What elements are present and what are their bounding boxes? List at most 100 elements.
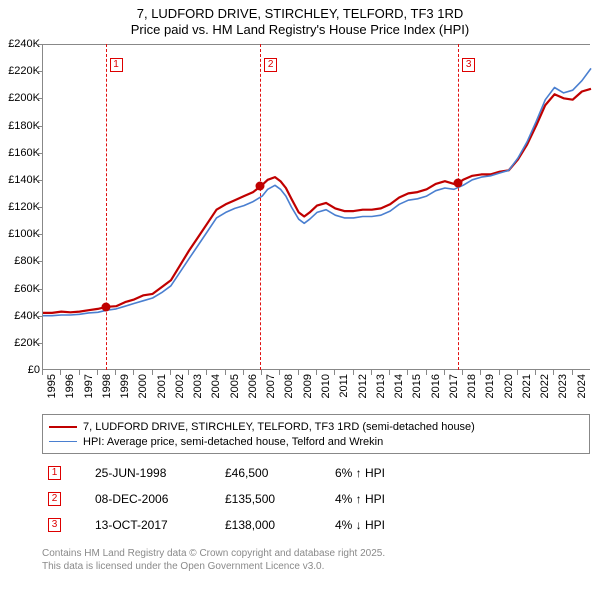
sale-marker-dot bbox=[454, 178, 463, 187]
legend: 7, LUDFORD DRIVE, STIRCHLEY, TELFORD, TF… bbox=[42, 414, 590, 454]
x-tick-mark bbox=[517, 370, 518, 375]
x-tick-label: 2006 bbox=[247, 374, 259, 398]
legend-row: 7, LUDFORD DRIVE, STIRCHLEY, TELFORD, TF… bbox=[49, 419, 583, 434]
event-price: £46,500 bbox=[225, 466, 335, 480]
x-tick-mark bbox=[426, 370, 427, 375]
event-row: 125-JUN-1998£46,5006% ↑ HPI bbox=[42, 460, 590, 486]
y-tick-mark bbox=[37, 180, 42, 181]
x-tick-label: 2009 bbox=[302, 374, 314, 398]
x-tick-mark bbox=[572, 370, 573, 375]
x-tick-label: 1998 bbox=[101, 374, 113, 398]
x-tick-mark bbox=[115, 370, 116, 375]
x-tick-label: 2024 bbox=[576, 374, 588, 398]
y-tick-label: £160K bbox=[8, 147, 40, 159]
x-tick-label: 2022 bbox=[539, 374, 551, 398]
x-tick-label: 2005 bbox=[229, 374, 241, 398]
title-block: 7, LUDFORD DRIVE, STIRCHLEY, TELFORD, TF… bbox=[0, 0, 600, 39]
x-tick-mark bbox=[152, 370, 153, 375]
x-tick-label: 1997 bbox=[83, 374, 95, 398]
y-tick-mark bbox=[37, 343, 42, 344]
x-tick-label: 2000 bbox=[137, 374, 149, 398]
series-hpi bbox=[43, 68, 591, 315]
event-date: 13-OCT-2017 bbox=[95, 518, 225, 532]
event-row: 3 13-OCT-2017£138,0004% ↓ HPI bbox=[42, 512, 590, 538]
x-tick-label: 2023 bbox=[557, 374, 569, 398]
x-tick-mark bbox=[535, 370, 536, 375]
x-tick-label: 2007 bbox=[265, 374, 277, 398]
x-tick-mark bbox=[79, 370, 80, 375]
y-tick-label: £240K bbox=[8, 38, 40, 50]
title-line2: Price paid vs. HM Land Registry's House … bbox=[0, 22, 600, 38]
y-tick-label: £0 bbox=[28, 364, 40, 376]
sale-marker-number: 1 bbox=[110, 58, 123, 72]
x-tick-mark bbox=[225, 370, 226, 375]
sale-marker-vline bbox=[458, 44, 459, 370]
x-tick-mark bbox=[97, 370, 98, 375]
footer-attribution: Contains HM Land Registry data © Crown c… bbox=[42, 548, 590, 573]
event-date: 25-JUN-1998 bbox=[95, 466, 225, 480]
x-tick-mark bbox=[407, 370, 408, 375]
legend-swatch bbox=[49, 441, 77, 442]
event-number-box: 3 bbox=[48, 518, 61, 532]
x-tick-mark bbox=[60, 370, 61, 375]
y-gridline-top bbox=[42, 44, 590, 45]
x-tick-label: 2018 bbox=[466, 374, 478, 398]
x-tick-mark bbox=[206, 370, 207, 375]
sale-marker-dot bbox=[101, 302, 110, 311]
legend-label: 7, LUDFORD DRIVE, STIRCHLEY, TELFORD, TF… bbox=[83, 421, 475, 433]
x-tick-mark bbox=[553, 370, 554, 375]
y-tick-label: £200K bbox=[8, 92, 40, 104]
x-tick-mark bbox=[298, 370, 299, 375]
legend-label: HPI: Average price, semi-detached house,… bbox=[83, 436, 383, 448]
x-tick-label: 2013 bbox=[375, 374, 387, 398]
x-tick-label: 2021 bbox=[521, 374, 533, 398]
event-row: 208-DEC-2006£135,5004% ↑ HPI bbox=[42, 486, 590, 512]
x-tick-label: 2019 bbox=[484, 374, 496, 398]
y-tick-mark bbox=[37, 126, 42, 127]
x-tick-mark bbox=[389, 370, 390, 375]
y-tick-mark bbox=[37, 316, 42, 317]
sale-marker-vline bbox=[106, 44, 107, 370]
x-tick-label: 2016 bbox=[430, 374, 442, 398]
x-tick-mark bbox=[279, 370, 280, 375]
x-tick-label: 2001 bbox=[156, 374, 168, 398]
legend-row: HPI: Average price, semi-detached house,… bbox=[49, 434, 583, 449]
sale-marker-vline bbox=[260, 44, 261, 370]
y-tick-label: £180K bbox=[8, 120, 40, 132]
chart-svg bbox=[43, 44, 591, 370]
x-tick-label: 2015 bbox=[411, 374, 423, 398]
event-number-box: 1 bbox=[48, 466, 61, 480]
y-tick-label: £120K bbox=[8, 201, 40, 213]
x-tick-mark bbox=[480, 370, 481, 375]
x-tick-mark bbox=[243, 370, 244, 375]
y-tick-mark bbox=[37, 234, 42, 235]
x-tick-label: 1995 bbox=[46, 374, 58, 398]
title-line1: 7, LUDFORD DRIVE, STIRCHLEY, TELFORD, TF… bbox=[0, 6, 600, 22]
x-tick-label: 2003 bbox=[192, 374, 204, 398]
event-number-box: 2 bbox=[48, 492, 61, 506]
series-price_paid bbox=[43, 89, 591, 313]
x-tick-label: 2004 bbox=[210, 374, 222, 398]
x-tick-mark bbox=[353, 370, 354, 375]
x-tick-mark bbox=[334, 370, 335, 375]
sale-marker-number: 2 bbox=[264, 58, 277, 72]
legend-swatch bbox=[49, 426, 77, 428]
y-tick-mark bbox=[37, 153, 42, 154]
event-pct: 4% ↓ HPI bbox=[335, 518, 445, 532]
sale-events: 125-JUN-1998£46,5006% ↑ HPI208-DEC-2006£… bbox=[42, 460, 590, 538]
x-tick-mark bbox=[261, 370, 262, 375]
x-tick-mark bbox=[462, 370, 463, 375]
sale-marker-dot bbox=[256, 181, 265, 190]
chart-container: 7, LUDFORD DRIVE, STIRCHLEY, TELFORD, TF… bbox=[0, 0, 600, 590]
chart-plot-area bbox=[42, 44, 590, 370]
x-tick-mark bbox=[371, 370, 372, 375]
y-tick-label: £100K bbox=[8, 228, 40, 240]
x-tick-label: 2002 bbox=[174, 374, 186, 398]
y-tick-mark bbox=[37, 207, 42, 208]
x-tick-label: 1999 bbox=[119, 374, 131, 398]
x-tick-label: 2014 bbox=[393, 374, 405, 398]
event-pct: 4% ↑ HPI bbox=[335, 492, 445, 506]
y-tick-mark bbox=[37, 98, 42, 99]
x-tick-mark bbox=[133, 370, 134, 375]
event-price: £138,000 bbox=[225, 518, 335, 532]
